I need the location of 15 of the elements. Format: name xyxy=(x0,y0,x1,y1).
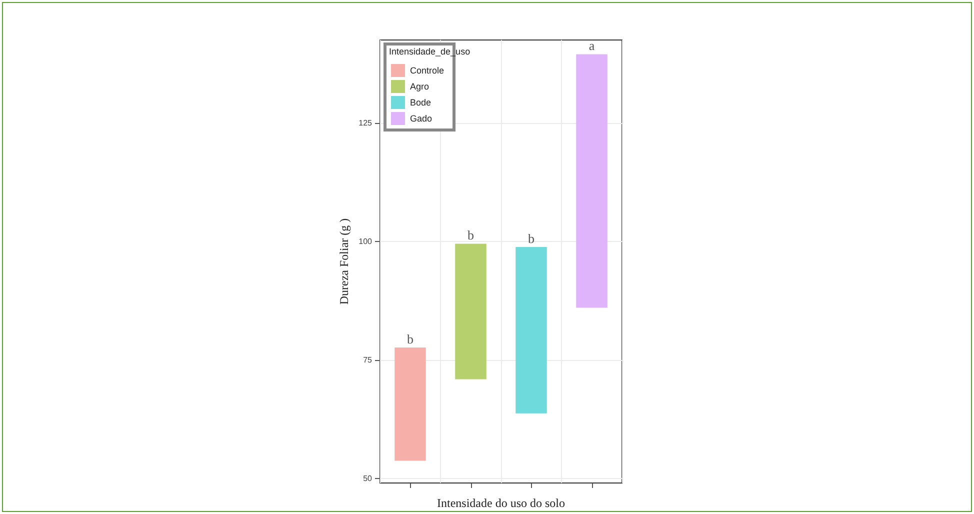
annotation: b xyxy=(528,231,534,246)
legend-label: Agro xyxy=(410,82,430,92)
y-tick-label: 75 xyxy=(363,355,373,364)
legend-label: Bode xyxy=(410,98,432,108)
annotation: b xyxy=(468,228,474,243)
y-tick-label: 125 xyxy=(358,118,373,128)
annotation: b xyxy=(407,331,414,346)
y-tick-label: 50 xyxy=(363,474,373,483)
annotation: a xyxy=(588,38,595,54)
legend-label: Gado xyxy=(410,114,432,124)
y-axis-title: Dureza Foliar (g ) xyxy=(337,218,351,305)
legend-title: Intensidade_de_uso xyxy=(389,46,470,56)
y-tick-label: 100 xyxy=(358,236,373,246)
legend-label: Controle xyxy=(410,66,444,76)
x-axis-title: Intensidade do uso do solo xyxy=(437,496,565,510)
